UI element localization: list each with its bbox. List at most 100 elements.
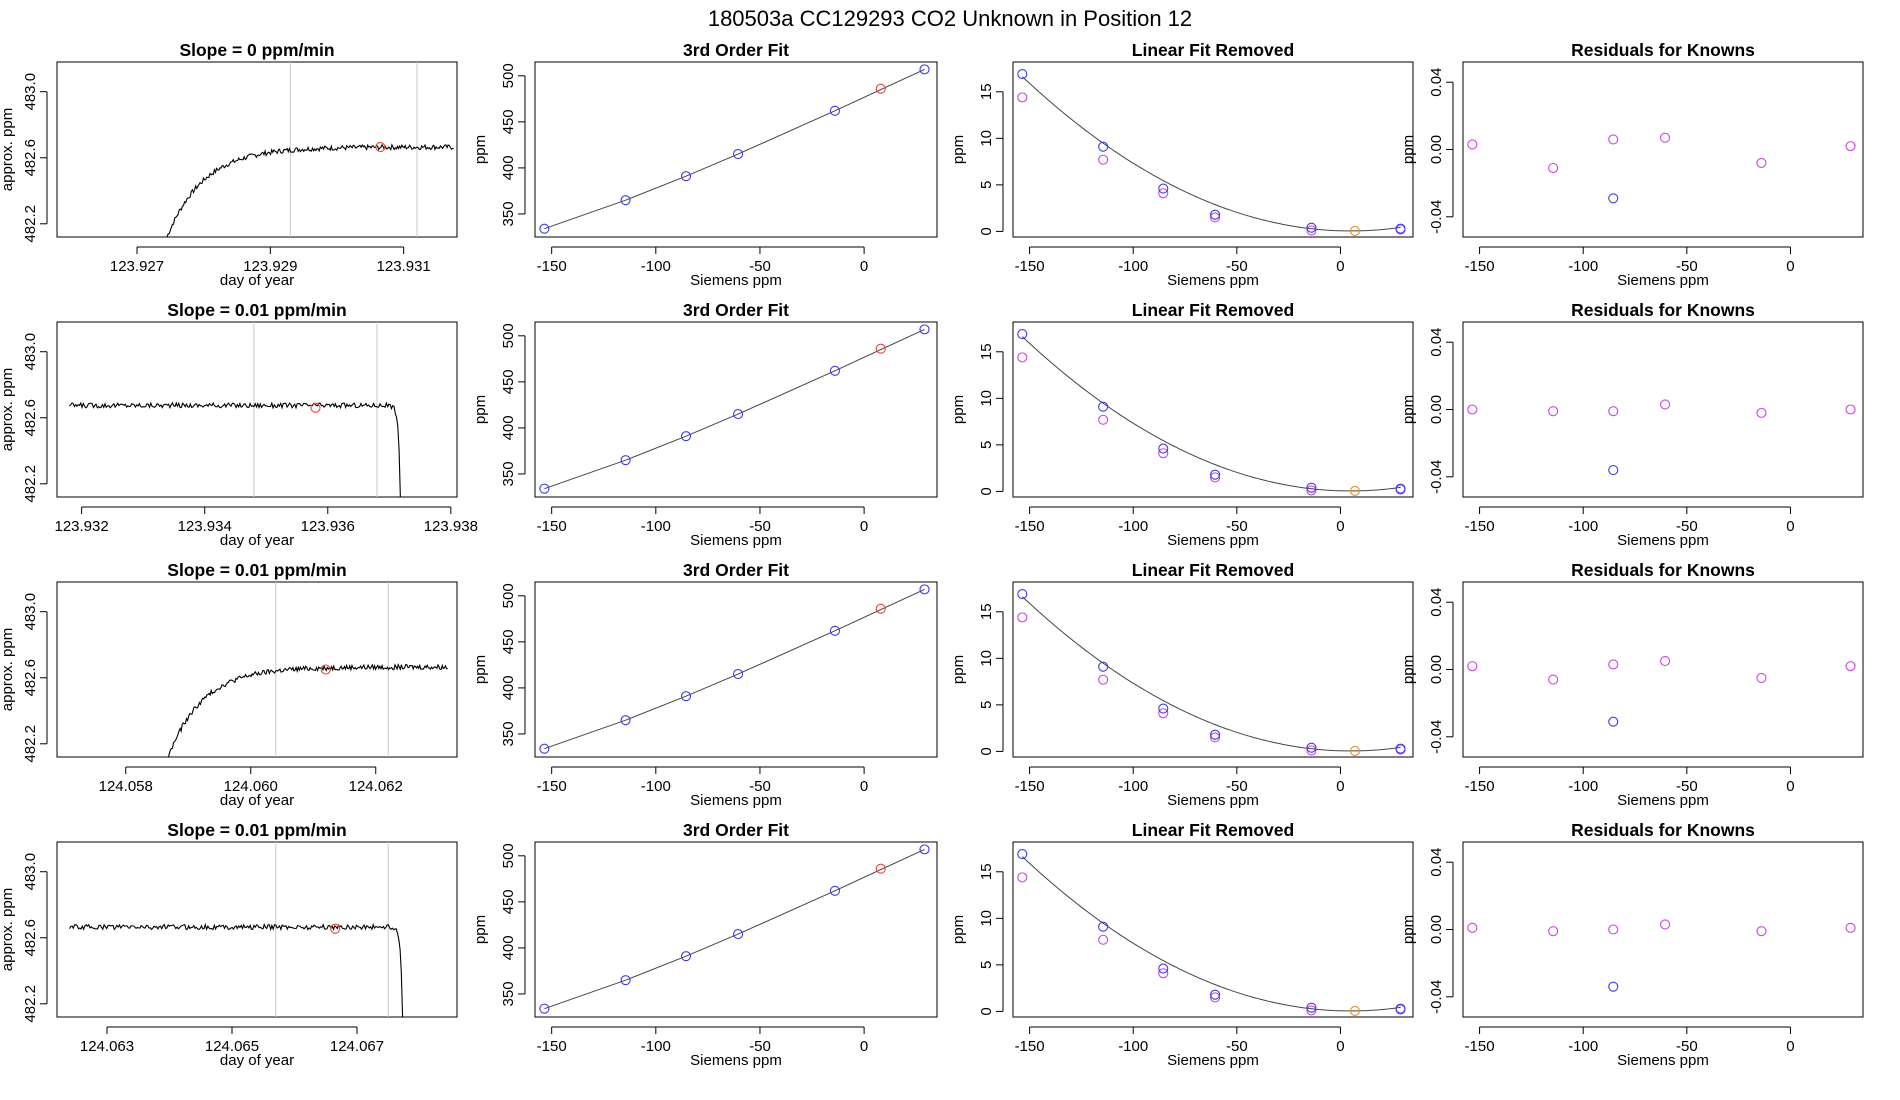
fit-curve bbox=[1021, 336, 1401, 492]
plot-frame bbox=[56, 61, 458, 238]
sample-marker bbox=[330, 923, 341, 934]
plot-frame bbox=[534, 321, 938, 498]
unknown-point bbox=[1349, 225, 1361, 236]
y-axis-label: ppm bbox=[1400, 395, 1417, 424]
residual-point bbox=[1548, 926, 1559, 937]
known-point bbox=[1306, 482, 1317, 493]
y-tick-label: 0.00 bbox=[1428, 395, 1445, 424]
panel-title: Linear Fit Removed bbox=[1132, 40, 1294, 60]
sample-marker bbox=[310, 402, 321, 413]
plot-frame bbox=[1012, 61, 1414, 238]
known-point bbox=[829, 885, 840, 896]
known-point bbox=[1306, 1002, 1317, 1013]
y-tick-label: 5 bbox=[978, 961, 995, 969]
plot-area bbox=[1467, 656, 1856, 727]
y-tick-label: 350 bbox=[500, 461, 517, 486]
panel-r3c3: Linear Fit Removed -150 -100 -50 0 Siemens pp… bbox=[950, 560, 1414, 809]
x-axis-label: Siemens ppm bbox=[690, 1052, 782, 1069]
known-point bbox=[919, 584, 930, 595]
outlier-point bbox=[1608, 981, 1619, 992]
x-tick-label: -150 bbox=[537, 258, 567, 275]
companion-point bbox=[1098, 674, 1109, 685]
residual-point bbox=[1756, 926, 1767, 937]
residual-point bbox=[1845, 661, 1856, 672]
known-point bbox=[733, 929, 744, 940]
y-axis-label: approx. ppm bbox=[0, 888, 16, 971]
x-tick-label: 0 bbox=[1786, 258, 1794, 275]
panel-r3c4: Residuals for Knowns -150 -100 -50 0 Siemens … bbox=[1400, 560, 1864, 809]
residual-point bbox=[1467, 404, 1478, 415]
outlier-point bbox=[1608, 193, 1619, 204]
x-tick-label: -150 bbox=[1465, 778, 1495, 795]
x-tick-label: -150 bbox=[1015, 258, 1045, 275]
x-tick-label: -50 bbox=[1676, 258, 1698, 275]
x-tick-label: -150 bbox=[537, 778, 567, 795]
panel-r4c2: 3rd Order Fit -150 -100 -50 0 Siemens ppm 350 4… bbox=[472, 820, 938, 1069]
x-tick-label: -150 bbox=[1015, 778, 1045, 795]
x-tick-label: 123.927 bbox=[110, 258, 164, 275]
y-tick-label: 0 bbox=[978, 747, 995, 755]
x-tick-label: 0 bbox=[1336, 258, 1344, 275]
companion-point bbox=[1306, 745, 1317, 756]
x-tick-label: 123.938 bbox=[424, 518, 478, 535]
companion-point bbox=[1158, 968, 1169, 979]
plot-area bbox=[166, 62, 454, 237]
y-tick-label: 10 bbox=[978, 650, 995, 667]
y-tick-label: 350 bbox=[500, 981, 517, 1006]
plot-frame bbox=[56, 581, 458, 758]
x-tick-label: 0 bbox=[860, 778, 868, 795]
y-tick-label: 0.04 bbox=[1428, 848, 1445, 877]
x-tick-label: -100 bbox=[1568, 258, 1598, 275]
y-tick-label: -0.04 bbox=[1428, 200, 1445, 234]
y-tick-label: 0.04 bbox=[1428, 68, 1445, 97]
sample-marker bbox=[320, 664, 331, 675]
y-axis-label: approx. ppm bbox=[0, 108, 16, 191]
unknown-point bbox=[875, 343, 886, 354]
companion-point bbox=[1210, 732, 1221, 743]
fit-curve bbox=[1021, 596, 1401, 752]
y-axis-label: ppm bbox=[950, 655, 967, 684]
x-tick-label: -100 bbox=[641, 518, 671, 535]
outlier-point bbox=[1608, 716, 1619, 727]
plot-frame bbox=[56, 841, 458, 1018]
panel-r1c1: Slope = 0 ppm/min 123.927 123.929 123.931 da… bbox=[0, 40, 458, 289]
x-tick-label: 0 bbox=[1786, 518, 1794, 535]
x-tick-label: 0 bbox=[1786, 1038, 1794, 1055]
companion-point bbox=[1158, 708, 1169, 719]
known-point bbox=[539, 483, 550, 494]
panel-r4c4: Residuals for Knowns -150 -100 -50 0 Siemens … bbox=[1400, 820, 1864, 1069]
known-point bbox=[1017, 849, 1028, 860]
y-tick-label: 450 bbox=[500, 369, 517, 394]
panel-r2c2: 3rd Order Fit -150 -100 -50 0 Siemens ppm 350 4… bbox=[472, 300, 938, 549]
residual-point bbox=[1608, 406, 1619, 417]
panel-title: 3rd Order Fit bbox=[683, 560, 789, 580]
y-tick-label: 5 bbox=[978, 441, 995, 449]
residual-point bbox=[1548, 162, 1559, 174]
plot-area bbox=[539, 64, 930, 234]
plot-frame bbox=[1462, 581, 1864, 758]
known-point bbox=[733, 149, 744, 160]
y-axis-label: ppm bbox=[950, 395, 967, 424]
plot-area bbox=[1017, 69, 1406, 236]
x-tick-label: 123.929 bbox=[243, 258, 297, 275]
fit-curve bbox=[1021, 76, 1401, 232]
x-tick-label: -150 bbox=[537, 1038, 567, 1055]
x-tick-label: 0 bbox=[1786, 778, 1794, 795]
known-point bbox=[1210, 209, 1221, 220]
y-tick-label: 482.6 bbox=[22, 399, 39, 437]
plot-frame bbox=[56, 321, 458, 498]
panel-title: Linear Fit Removed bbox=[1132, 560, 1294, 580]
x-tick-label: -150 bbox=[1465, 258, 1495, 275]
y-axis-label: ppm bbox=[472, 655, 489, 684]
unknown-point bbox=[875, 603, 886, 614]
plot-area bbox=[167, 582, 448, 757]
companion-point bbox=[1098, 154, 1109, 165]
y-tick-label: 482.6 bbox=[22, 139, 39, 177]
y-tick-label: 483.0 bbox=[22, 853, 39, 891]
figure-title: 180503a CC129293 CO2 Unknown in Position… bbox=[708, 6, 1192, 31]
residual-point bbox=[1845, 922, 1856, 933]
known-point bbox=[1158, 703, 1169, 714]
companion-point bbox=[1017, 92, 1028, 103]
x-tick-label: -100 bbox=[1118, 778, 1148, 795]
unknown-point bbox=[1349, 1005, 1361, 1016]
